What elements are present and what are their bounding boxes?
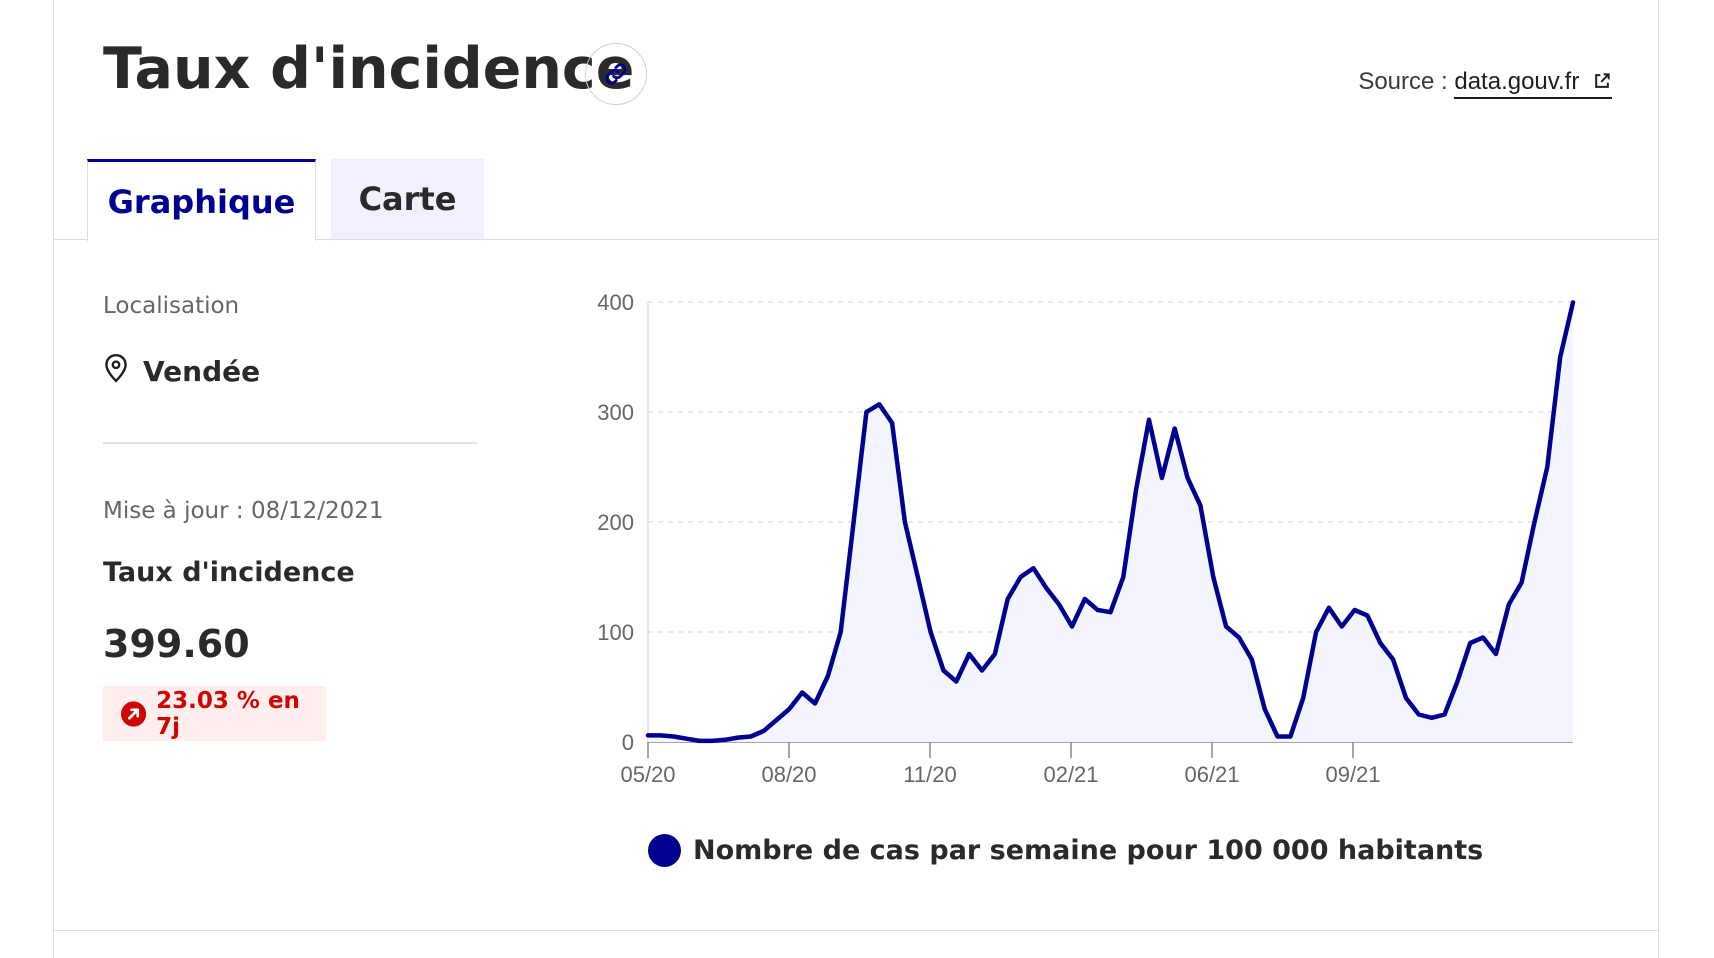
incidence-card [53, 0, 1659, 958]
legend-label: Nombre de cas par semaine pour 100 000 h… [693, 835, 1484, 866]
source: Source : data.gouv.fr [1358, 68, 1612, 99]
page-title: Taux d'incidence [103, 36, 635, 102]
change-badge-text: 23.03 % en 7j [156, 687, 300, 740]
chart-legend: Nombre de cas par semaine pour 100 000 h… [648, 834, 1483, 867]
tab-carte[interactable]: Carte [331, 159, 484, 239]
card-bottom-border [53, 930, 1658, 931]
source-prefix: Source : [1358, 68, 1455, 95]
series-line [645, 300, 1576, 744]
update-date: Mise à jour : 08/12/2021 [103, 498, 384, 524]
y-tick-label: 400 [597, 290, 634, 315]
location-value: Vendée [143, 355, 261, 388]
sidebar-divider [103, 442, 477, 444]
tab-graphique[interactable]: Graphique [87, 159, 316, 241]
y-tick-label: 200 [597, 510, 634, 535]
y-tick-label: 0 [622, 730, 634, 755]
link-icon [605, 63, 627, 85]
x-tick-label: 05/20 [620, 762, 675, 787]
x-tick-label: 08/20 [761, 762, 816, 787]
map-pin-icon [105, 353, 127, 382]
arrow-up-right-circle-icon [121, 700, 147, 727]
series-area [648, 302, 1573, 742]
x-tick-label: 06/21 [1184, 762, 1239, 787]
y-tick-label: 100 [597, 620, 634, 645]
y-tick-label: 300 [597, 400, 634, 425]
source-link[interactable]: data.gouv.fr [1454, 68, 1612, 99]
legend-dot [648, 834, 681, 867]
x-tick-label: 02/21 [1043, 762, 1098, 787]
location-selector[interactable]: Vendée [103, 347, 260, 388]
incidence-chart: 0 100 200 300 400 05/20 08/20 11/20 02/21 06/21 09… [597, 290, 1576, 787]
location-label: Localisation [103, 293, 240, 319]
external-link-icon [1595, 73, 1610, 88]
metric-value: 399.60 [103, 622, 250, 666]
tabs-baseline [53, 239, 1658, 240]
x-tick-label: 09/21 [1325, 762, 1380, 787]
metric-label: Taux d'incidence [103, 557, 355, 588]
copy-link-button[interactable] [585, 43, 647, 105]
x-tick-label: 11/20 [903, 762, 956, 787]
change-badge: 23.03 % en 7j [103, 686, 326, 741]
source-link-text: data.gouv.fr [1454, 68, 1580, 95]
